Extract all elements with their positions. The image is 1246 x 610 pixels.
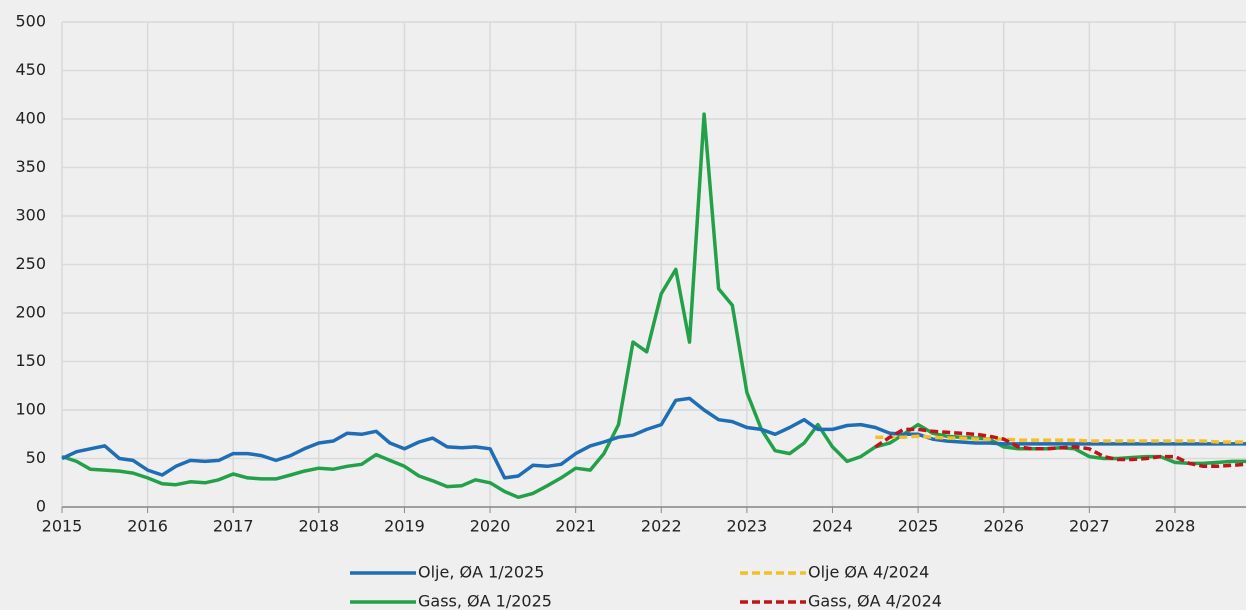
x-tick-label: 2016 (127, 517, 168, 536)
x-tick-label: 2024 (812, 517, 853, 536)
x-tick-label: 2027 (1069, 517, 1110, 536)
x-tick-label: 2018 (298, 517, 339, 536)
legend-label: Gass, ØA 4/2024 (808, 592, 942, 610)
y-tick-label: 250 (15, 254, 46, 273)
x-tick-label: 2022 (641, 517, 682, 536)
x-tick-label: 2021 (555, 517, 596, 536)
x-tick-label: 2023 (727, 517, 768, 536)
x-tick-label: 2020 (470, 517, 511, 536)
y-tick-label: 350 (15, 157, 46, 176)
x-tick-label: 2026 (983, 517, 1024, 536)
x-tick-label: 2019 (384, 517, 425, 536)
y-tick-label: 100 (15, 400, 46, 419)
data-line (61, 396, 1246, 480)
y-tick-label: 400 (15, 109, 46, 128)
data-line (875, 434, 1246, 444)
y-tick-label: 0 (36, 497, 46, 516)
data-line (874, 427, 1246, 469)
x-tick-label: 2028 (1155, 517, 1196, 536)
x-tick-label: 2017 (213, 517, 254, 536)
y-tick-label: 300 (15, 206, 46, 225)
legend-label: Olje, ØA 1/2025 (418, 563, 544, 582)
legend-label: Olje ØA 4/2024 (808, 563, 929, 582)
y-tick-label: 50 (26, 448, 46, 467)
legend-label: Gass, ØA 1/2025 (418, 592, 552, 610)
x-tick-label: 2015 (42, 517, 83, 536)
x-tick-label: 2025 (898, 517, 939, 536)
y-tick-label: 500 (15, 12, 46, 31)
y-tick-label: 200 (15, 303, 46, 322)
y-tick-label: 450 (15, 60, 46, 79)
y-tick-label: 150 (15, 351, 46, 370)
